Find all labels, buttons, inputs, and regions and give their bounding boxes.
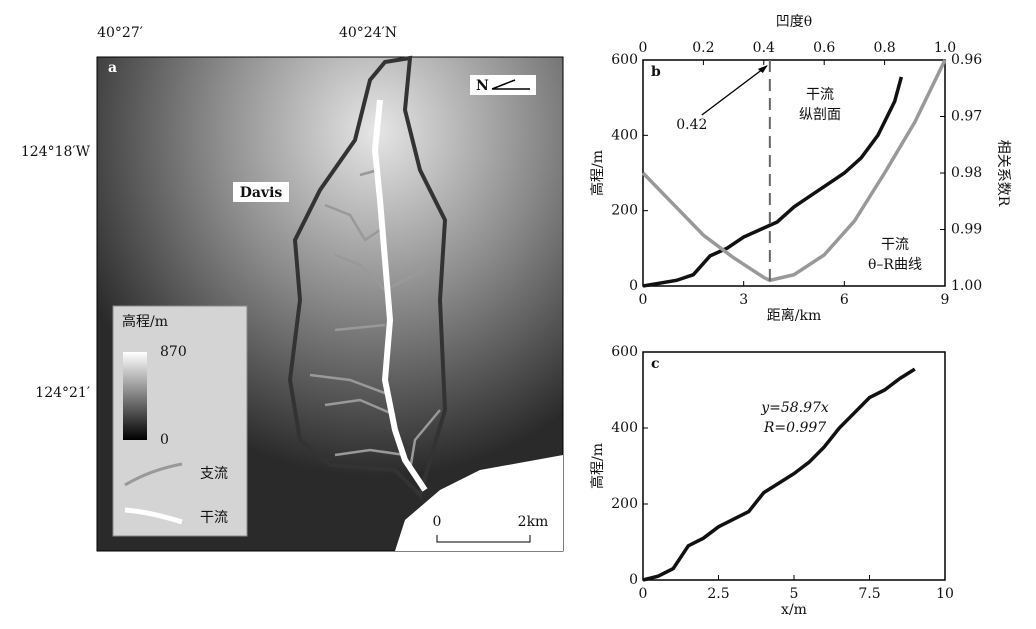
x-axis-label: x/m [781,602,807,618]
x2-tick-label: 0.2 [692,40,714,56]
colorbar-min: 0 [160,432,169,448]
x-tick-label: 7.5 [858,586,880,602]
place-box [233,182,289,202]
x-tick-label: 6 [840,292,849,308]
y-tick-label: 0 [629,278,638,294]
panel-label: c [651,356,660,372]
lon-label: 40°27′ [97,25,143,41]
water [395,455,563,551]
series-line [642,76,904,288]
annotation: R=0.997 [763,420,826,436]
main-stream [371,99,428,492]
y-tick-label: 400 [611,420,638,436]
colorbar [123,352,147,440]
annotation: y=58.97x [760,400,829,416]
x-tick-label: 3 [739,292,748,308]
x2-tick-label: 0 [639,40,648,56]
scale-label: 0 [433,514,442,530]
basin-outline [287,55,448,499]
marker-arrowhead [757,65,768,73]
legend-tributary-swatch [124,462,183,487]
y-axis-label: 高程/m [589,443,606,489]
marker-label: 0.42 [676,117,707,133]
y-tick-label: 400 [611,127,638,143]
place-label: Davis [240,185,283,201]
x2-axis-label: 凹度θ [776,14,812,30]
x-axis-label: 距离/km [767,307,821,324]
x-tick-label: 0 [639,586,648,602]
legend-main: 干流 [200,510,228,526]
legend-tributary: 支流 [200,466,228,482]
panel-label: a [108,60,117,76]
series-line [641,59,947,283]
y2-tick-label: 1.00 [951,278,982,294]
x2-tick-label: 0.8 [873,40,895,56]
y-tick-label: 600 [611,52,638,68]
y2-tick-label: 0.96 [951,52,982,68]
y2-tick-label: 0.99 [951,222,982,238]
y-tick-label: 200 [611,203,638,219]
legend-main-swatch [124,507,183,525]
annotation: 干流 [881,237,909,253]
tributaries [309,168,441,471]
scale-bar [436,535,531,543]
annotation: 干流 [806,87,834,103]
x2-tick-label: 0.4 [753,40,775,56]
lat-label: 124°21′ [35,385,90,401]
y2-axis-label: 相关系数R [995,140,1011,207]
map: a 40°27′ 40°24′N 124°18′W 124°21′ Davis … [21,25,564,552]
annotation: θ–R曲线 [868,257,922,273]
x-tick-label: 9 [941,292,950,308]
x2-tick-label: 0.6 [813,40,835,56]
x-tick-label: 5 [790,586,799,602]
north-arrow [491,79,530,90]
y-tick-label: 0 [629,572,638,588]
panel-label: b [651,64,661,80]
x-tick-label: 10 [936,586,954,602]
x-tick-label: 0 [639,292,648,308]
annotation: 纵剖面 [799,107,841,123]
colorbar-max: 870 [160,344,187,360]
series-line [642,367,916,582]
lat-label: 124°18′W [21,144,91,160]
marker-arrow [701,65,768,116]
x2-tick-label: 1.0 [934,40,956,56]
y-tick-label: 600 [611,344,638,360]
y-tick-label: 200 [611,496,638,512]
north-label: N [476,78,489,94]
legend-title: 高程/m [122,313,168,330]
x-tick-label: 2.5 [707,586,729,602]
scale-label: 2km [518,514,549,530]
y2-tick-label: 0.97 [951,109,982,125]
y-axis-label: 高程/m [589,150,606,196]
lon-label: 40°24′N [339,25,397,41]
y2-tick-label: 0.98 [951,165,982,181]
